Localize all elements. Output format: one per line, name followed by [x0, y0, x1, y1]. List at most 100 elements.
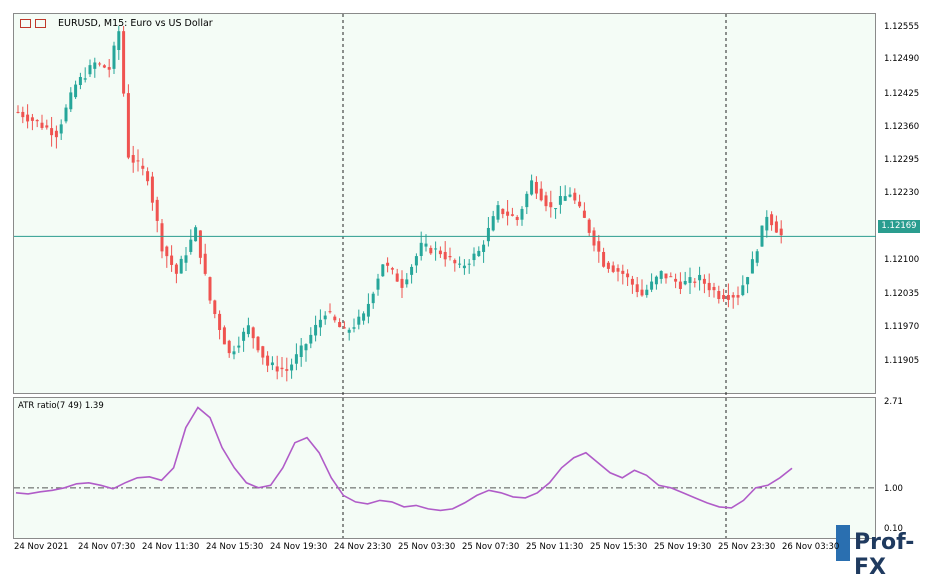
x-tick-label: 24 Nov 19:30	[270, 542, 328, 552]
candle-body	[482, 244, 486, 252]
chart-grid-icon[interactable]	[20, 19, 31, 28]
y-tick-label: 1.12490	[884, 54, 920, 64]
x-tick-label: 24 Nov 15:30	[206, 542, 264, 552]
candle-body	[726, 295, 730, 300]
candle-body	[592, 230, 596, 246]
candle-body	[678, 281, 682, 289]
candle-body	[755, 251, 759, 263]
candle-body	[50, 128, 54, 136]
candle-body	[237, 345, 241, 348]
candle-body	[21, 111, 25, 118]
candle-body	[275, 366, 279, 372]
candle-body	[280, 367, 284, 370]
candle-body	[285, 369, 289, 371]
y-tick-label: 1.11905	[884, 356, 920, 366]
x-tick-label: 26 Nov 03:30	[782, 542, 840, 552]
x-tick-label: 24 Nov 2021	[14, 542, 69, 552]
candle-body	[26, 114, 30, 122]
candle-body	[35, 120, 39, 122]
candle-body	[640, 289, 644, 296]
candle-body	[251, 327, 255, 339]
candle-body	[515, 216, 519, 221]
x-tick-label: 25 Nov 07:30	[462, 542, 520, 552]
candle-body	[669, 276, 673, 278]
candle-body	[779, 228, 783, 236]
x-tick-label: 24 Nov 07:30	[78, 542, 136, 552]
candle-body	[357, 316, 361, 325]
candle-body	[54, 130, 58, 138]
candle-body	[146, 171, 150, 182]
candle-body	[462, 265, 466, 269]
candle-body	[381, 264, 385, 277]
candle-body	[323, 315, 327, 320]
candle-body	[242, 331, 246, 341]
candle-body	[530, 180, 534, 195]
candle-body	[30, 117, 34, 121]
candle-body	[549, 202, 553, 208]
candle-body	[558, 196, 562, 205]
candle-body	[141, 165, 145, 169]
x-tick-label: 25 Nov 11:30	[526, 542, 584, 552]
candle-body	[405, 279, 409, 285]
candle-body	[165, 246, 169, 257]
indicator-pane[interactable]	[13, 397, 876, 539]
candle-body	[736, 295, 740, 298]
candle-body	[208, 277, 212, 301]
candle-body	[227, 340, 231, 354]
candle-body	[371, 293, 375, 304]
candle-body	[174, 264, 178, 274]
candle-body	[520, 208, 524, 220]
candle-body	[194, 227, 198, 242]
candle-body	[650, 281, 654, 290]
y-tick-label: 1.12295	[884, 155, 920, 165]
candle-body	[198, 230, 202, 258]
candle-body	[534, 181, 538, 194]
candle-body	[635, 284, 639, 293]
candle-body	[448, 256, 452, 258]
candle-body	[189, 239, 193, 252]
indicator-title: ATR ratio(7 49) 1.39	[18, 401, 104, 411]
candle-body	[414, 256, 418, 266]
candle-body	[554, 208, 558, 210]
candle-body	[597, 241, 601, 252]
candle-body	[506, 211, 510, 216]
atr-ratio-line	[15, 406, 793, 512]
candle-body	[362, 313, 366, 321]
candle-body	[611, 265, 615, 272]
candle-body	[698, 274, 702, 281]
candle-body	[510, 214, 514, 216]
candle-body	[232, 351, 236, 355]
candle-body	[126, 93, 130, 158]
candle-body	[328, 311, 332, 313]
chart-window-icon[interactable]	[35, 19, 46, 28]
indicator-tick-label: 2.71	[884, 397, 903, 407]
candle-body	[741, 285, 745, 296]
candle-body	[78, 76, 82, 86]
candle-body	[390, 268, 394, 270]
candle-body	[774, 221, 778, 233]
candle-body	[338, 321, 342, 328]
candle-body	[170, 255, 174, 265]
candle-body	[568, 194, 572, 197]
candle-body	[88, 65, 92, 75]
chart-icons	[20, 19, 46, 28]
candle-body	[770, 214, 774, 226]
y-tick-label: 1.12230	[884, 188, 920, 198]
candle-body	[467, 263, 471, 265]
candle-body	[746, 277, 750, 285]
candle-body	[544, 195, 548, 207]
candle-body	[98, 63, 102, 65]
candle-body	[69, 92, 73, 110]
candle-body	[16, 111, 20, 113]
candle-body	[674, 278, 678, 282]
candle-body	[304, 344, 308, 351]
candle-body	[424, 243, 428, 247]
candle-body	[491, 216, 495, 231]
candle-body	[578, 201, 582, 207]
candle-body	[333, 316, 337, 321]
candle-body	[222, 327, 226, 345]
candle-body	[587, 219, 591, 233]
candle-body	[400, 278, 404, 288]
candle-body	[93, 62, 97, 69]
